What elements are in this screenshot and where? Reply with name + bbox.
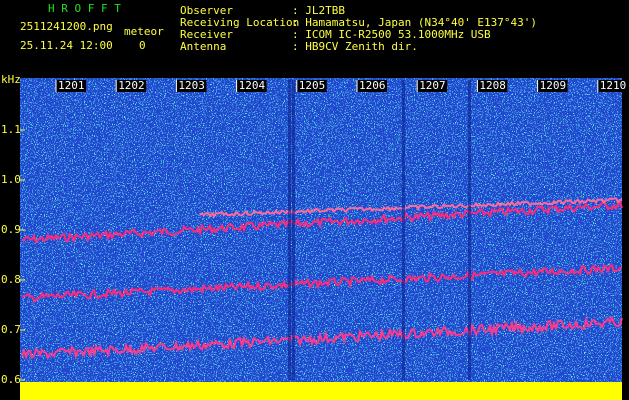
y-tick-label: 0.9 [1,223,21,236]
x-label-box [477,80,508,92]
echo-traces [21,80,623,380]
x-tick-label: 1208 [479,79,506,92]
echo-trace [199,197,623,219]
x-tick-label: 1209 [540,79,567,92]
x-tick-label: 1204 [239,79,266,92]
streak [468,80,471,380]
x-tick-label: 1202 [118,79,145,92]
echo-trace [21,315,623,361]
x-label-box [56,80,86,92]
date-time: 25.11.24 12:00 [20,39,113,52]
x-label-box [236,80,267,92]
info-value: : HB9CV Zenith dir. [292,40,418,53]
echo-trace [21,199,623,245]
app-title: H R O F F T [48,2,121,15]
file-name: 2511241200.png [20,20,113,33]
y-tick-label: 0.6 [1,373,21,386]
labels: H R O F F T 2511241200.png meteor 25.11.24 … [1,2,628,386]
y-tick-label: 1.0 [1,173,21,186]
info-label: Observer [180,4,233,17]
x-label-box [357,80,387,92]
x-label-box [296,80,327,92]
x-tick-label: 1203 [178,79,205,92]
streak [402,80,405,380]
info-label: Receiver [180,28,233,41]
streak [288,80,291,380]
echo-trace [21,264,623,303]
y-tick-label: 0.8 [1,273,21,286]
x-label-box [537,80,568,92]
info-label: Antenna [180,40,226,53]
x-label-box [417,80,448,92]
info-label: Receiving Location [180,16,299,29]
x-label-box [597,80,628,92]
info-value: : Hamamatsu, Japan (N34°40' E137°43') [292,16,537,29]
info-value: : ICOM IC-R2500 53.1000MHz USB [292,28,491,41]
x-label-box [116,80,147,92]
x-label-box [176,80,207,92]
baseline-band [20,382,622,400]
info-value: : JL2TBB [292,4,345,17]
y-tick-label: 1.1 [1,123,21,136]
x-tick-label: 1210 [600,79,627,92]
y-tick-label: 0.7 [1,323,21,336]
x-tick-label: 1201 [58,79,85,92]
x-tick-label: 1207 [419,79,446,92]
streak [292,80,295,380]
meteor-count: 0 [139,39,146,52]
x-tick-label: 1206 [359,79,386,92]
x-tick-label: 1205 [299,79,326,92]
mode-label: meteor [124,25,164,38]
axis-unit: kHz [1,73,21,86]
